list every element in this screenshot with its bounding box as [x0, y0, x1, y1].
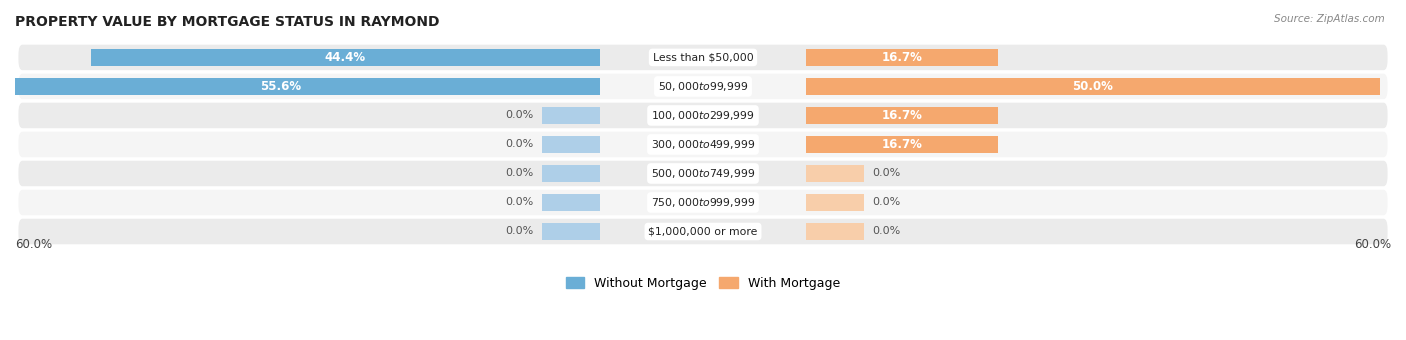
Text: 60.0%: 60.0%: [1354, 238, 1391, 251]
Bar: [806, 49, 998, 66]
Text: 44.4%: 44.4%: [325, 51, 366, 64]
Text: 55.6%: 55.6%: [260, 80, 302, 93]
Bar: [0, 78, 600, 95]
FancyBboxPatch shape: [18, 219, 1388, 244]
Bar: [543, 136, 600, 153]
Bar: [806, 194, 863, 211]
Text: $50,000 to $99,999: $50,000 to $99,999: [658, 80, 748, 93]
Bar: [90, 49, 600, 66]
Bar: [543, 194, 600, 211]
FancyBboxPatch shape: [18, 132, 1388, 157]
Bar: [806, 107, 998, 124]
Text: 0.0%: 0.0%: [873, 198, 901, 207]
Text: Less than $50,000: Less than $50,000: [652, 52, 754, 63]
Bar: [543, 223, 600, 240]
Text: 0.0%: 0.0%: [505, 198, 533, 207]
Text: PROPERTY VALUE BY MORTGAGE STATUS IN RAYMOND: PROPERTY VALUE BY MORTGAGE STATUS IN RAY…: [15, 15, 440, 29]
FancyBboxPatch shape: [18, 161, 1388, 186]
Bar: [806, 165, 863, 182]
Text: $750,000 to $999,999: $750,000 to $999,999: [651, 196, 755, 209]
Text: 50.0%: 50.0%: [1073, 80, 1114, 93]
Text: 16.7%: 16.7%: [882, 51, 922, 64]
FancyBboxPatch shape: [18, 103, 1388, 128]
Text: 0.0%: 0.0%: [873, 168, 901, 179]
Text: 60.0%: 60.0%: [15, 238, 52, 251]
Bar: [806, 223, 863, 240]
Text: Source: ZipAtlas.com: Source: ZipAtlas.com: [1274, 14, 1385, 23]
Text: $1,000,000 or more: $1,000,000 or more: [648, 226, 758, 237]
Bar: [806, 136, 998, 153]
Text: $300,000 to $499,999: $300,000 to $499,999: [651, 138, 755, 151]
Text: 0.0%: 0.0%: [873, 226, 901, 237]
Text: $100,000 to $299,999: $100,000 to $299,999: [651, 109, 755, 122]
Text: 0.0%: 0.0%: [505, 139, 533, 150]
FancyBboxPatch shape: [18, 45, 1388, 70]
Text: 0.0%: 0.0%: [505, 226, 533, 237]
Text: 0.0%: 0.0%: [505, 110, 533, 120]
FancyBboxPatch shape: [18, 190, 1388, 215]
Bar: [806, 78, 1379, 95]
Text: $500,000 to $749,999: $500,000 to $749,999: [651, 167, 755, 180]
Text: 0.0%: 0.0%: [505, 168, 533, 179]
Text: 16.7%: 16.7%: [882, 109, 922, 122]
Bar: [543, 107, 600, 124]
Legend: Without Mortgage, With Mortgage: Without Mortgage, With Mortgage: [561, 272, 845, 294]
Text: 16.7%: 16.7%: [882, 138, 922, 151]
Bar: [543, 165, 600, 182]
FancyBboxPatch shape: [18, 74, 1388, 99]
